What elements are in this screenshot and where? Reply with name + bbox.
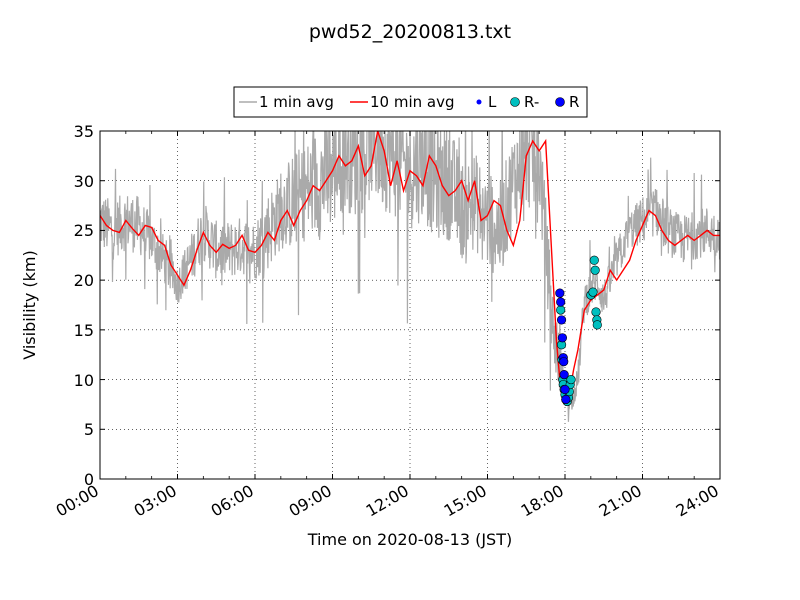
marker-R [559, 370, 569, 380]
y-axis-label: Visibility (km) [20, 250, 39, 359]
legend-box [233, 86, 588, 118]
y-tick-label: 35 [74, 122, 94, 141]
marker-R [559, 357, 569, 367]
marker-R-minus [591, 307, 601, 317]
legend-swatch-R-minus [510, 97, 520, 107]
marker-R-minus [592, 320, 602, 330]
marker-R-minus [589, 255, 599, 265]
y-tick-label: 25 [74, 221, 94, 240]
marker-R [557, 333, 568, 343]
y-tick-label: 10 [74, 371, 94, 390]
legend-label-L: L [488, 93, 497, 111]
y-tick-label: 15 [74, 321, 94, 340]
marker-R [556, 297, 566, 307]
marker-R [561, 394, 571, 405]
legend: 1 min avg 10 min avg L R- R [233, 86, 588, 118]
y-tick-label: 20 [74, 271, 94, 290]
legend-label-R: R [569, 93, 579, 111]
x-axis-label: Time on 2020-08-13 (JST) [307, 530, 512, 549]
y-tick-label: 30 [74, 172, 94, 191]
series-line-10min-avg [100, 131, 720, 401]
legend-swatch-L [476, 99, 482, 105]
legend-label-1min: 1 min avg [259, 93, 334, 111]
y-tick-label: 0 [84, 470, 94, 489]
marker-R-minus [556, 305, 566, 315]
series-line-1min-avg [100, 131, 720, 422]
y-axis-tick-labels: 0 5 10 15 20 25 30 35 [74, 122, 94, 489]
series-markers-R [555, 288, 571, 405]
marker-R [555, 288, 565, 298]
legend-swatch-R [555, 97, 565, 107]
y-tick-label: 5 [84, 420, 94, 439]
marker-R-minus [588, 287, 598, 297]
marker-R [556, 315, 567, 325]
legend-label-10min: 10 min avg [370, 93, 455, 111]
legend-label-R-minus: R- [524, 93, 539, 111]
marker-R [560, 384, 570, 395]
axis-ticks [99, 130, 721, 480]
marker-R-minus [566, 374, 576, 385]
marker-R-minus [590, 265, 600, 275]
chart-title: pwd52_20200813.txt [309, 21, 511, 43]
